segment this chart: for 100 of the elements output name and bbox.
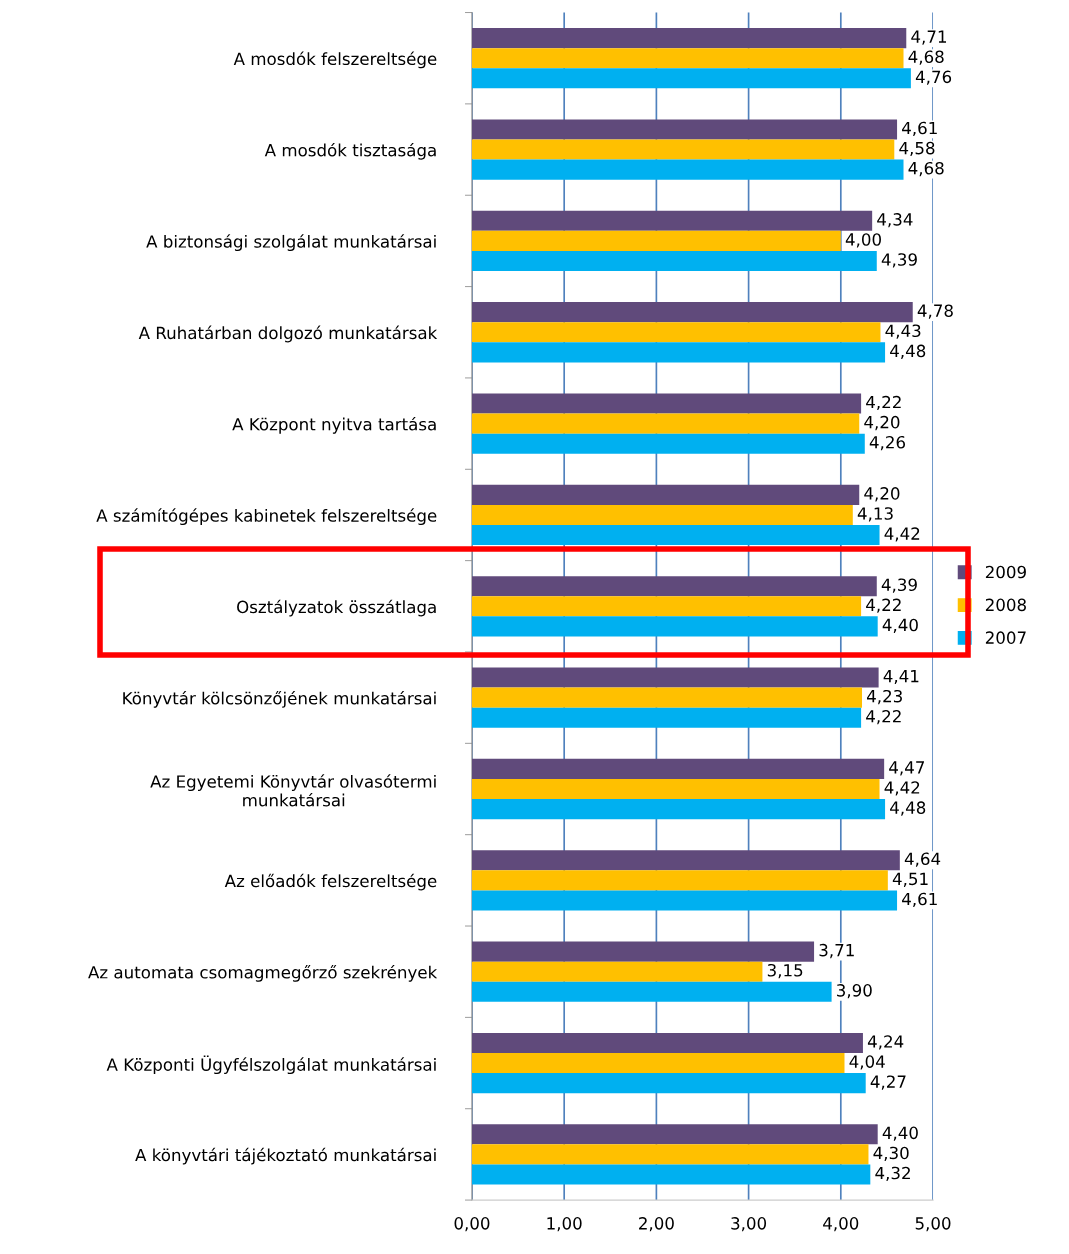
data-label: 4,42 [884,527,920,542]
bar [471,525,880,546]
legend-label: 2007 [985,631,1026,644]
bar [471,941,815,962]
data-label: 4,04 [849,1055,885,1070]
bar [471,504,853,526]
bar [471,484,860,505]
data-label: 4,42 [884,781,920,796]
y-tick-label: A mosdók tisztasága [264,142,436,160]
bar [471,890,898,911]
data-label: 4,24 [867,1035,904,1050]
data-label: 4,22 [866,709,901,725]
bar [471,1144,869,1165]
bar [471,667,879,688]
bar [471,576,877,597]
bar [471,1164,871,1185]
data-label: 4,48 [890,344,926,359]
bar [471,210,873,231]
data-label: 4,39 [881,578,917,593]
data-label: 4,68 [908,50,944,65]
data-label: 4,23 [867,689,902,705]
x-tick-label: 2,00 [639,1217,674,1232]
data-label: 4,71 [911,30,947,45]
y-tick-label: A mosdók felszereltsége [233,51,437,69]
bar [471,302,913,323]
data-label: 4,20 [864,415,900,431]
bar [471,68,911,89]
data-label: 4,47 [889,761,924,776]
bar [471,413,860,434]
x-tick-label: 1,00 [547,1217,582,1232]
bar [471,961,763,982]
y-tick-label: Osztályzatok összátlaga [237,599,436,617]
bar [471,48,904,69]
bar [471,1053,845,1074]
bar [471,119,898,140]
data-label: 4,68 [908,161,944,177]
bar [471,159,904,180]
bar [471,758,885,779]
data-label: 3,15 [767,963,803,979]
bar [471,393,862,414]
bar [471,250,877,272]
data-label: 4,76 [915,70,952,85]
data-label: 4,22 [866,395,901,411]
data-label: 3,71 [819,943,854,959]
legend-label: 2009 [985,565,1026,579]
bar [471,1124,878,1145]
data-label: 4,00 [845,233,881,248]
x-tick-label: 3,00 [731,1217,767,1232]
data-label: 4,30 [873,1146,909,1161]
x-tick-label: 0,00 [454,1217,490,1232]
y-tick-label: Az Egyetemi Könyvtár olvasótermi munkatársai [150,774,436,807]
y-tick-label: A Ruhatárban dolgozó munkatársak [138,325,438,343]
bar [471,850,900,871]
y-tick-label: Könyvtár kölcsönzőjének munkatársai [123,690,436,708]
data-label: 4,61 [902,892,937,907]
data-label: 4,61 [902,121,937,136]
data-label: 4,48 [890,801,926,816]
bar [471,28,907,49]
bar [471,1073,866,1094]
data-label: 4,64 [904,852,941,867]
bar [471,322,881,343]
y-tick-label: A Központi Ügyfélszolgálat munkatársai [106,1055,436,1075]
data-label: 4,40 [882,1126,918,1141]
bar [471,799,886,820]
bar [471,707,862,728]
data-label: 4,78 [917,304,953,319]
y-tick-label: A számítógépes kabinetek felszereltsége [96,508,437,526]
data-label: 4,13 [857,507,893,522]
data-label: 4,34 [877,213,913,228]
x-tick-label: 5,00 [915,1217,951,1232]
data-label: 4,32 [875,1166,910,1182]
y-tick-label: Az előadók felszereltsége [224,873,437,891]
bar [471,778,880,800]
bar [471,596,862,617]
y-tick-label: A biztonsági szolgálat munkatársai [146,234,436,252]
bar [471,981,832,1002]
data-label: 4,27 [870,1075,906,1090]
data-label: 4,26 [869,435,906,451]
data-label: 4,39 [881,253,917,268]
data-label: 4,51 [892,872,928,887]
y-tick-label: A Központ nyitva tartása [232,416,436,434]
data-label: 4,40 [882,618,918,633]
y-tick-label: A könyvtári tájékoztató munkatársai [135,1147,436,1165]
data-label: 4,22 [866,598,901,613]
bar [471,616,878,637]
y-tick-label: Az automata csomagmegőrző szekrények [88,965,438,982]
x-tick-label: 4,00 [823,1217,859,1232]
data-label: 3,90 [837,984,872,999]
bar [471,870,888,891]
bar [471,687,863,708]
bar [471,1032,863,1054]
bar [471,230,841,251]
bar [471,342,886,363]
legend-label: 2008 [985,598,1026,612]
bar [471,139,895,160]
bar [471,433,865,454]
data-label: 4,43 [885,324,921,339]
data-label: 4,20 [864,487,900,502]
data-label: 4,58 [899,141,935,157]
data-label: 4,41 [883,670,919,685]
